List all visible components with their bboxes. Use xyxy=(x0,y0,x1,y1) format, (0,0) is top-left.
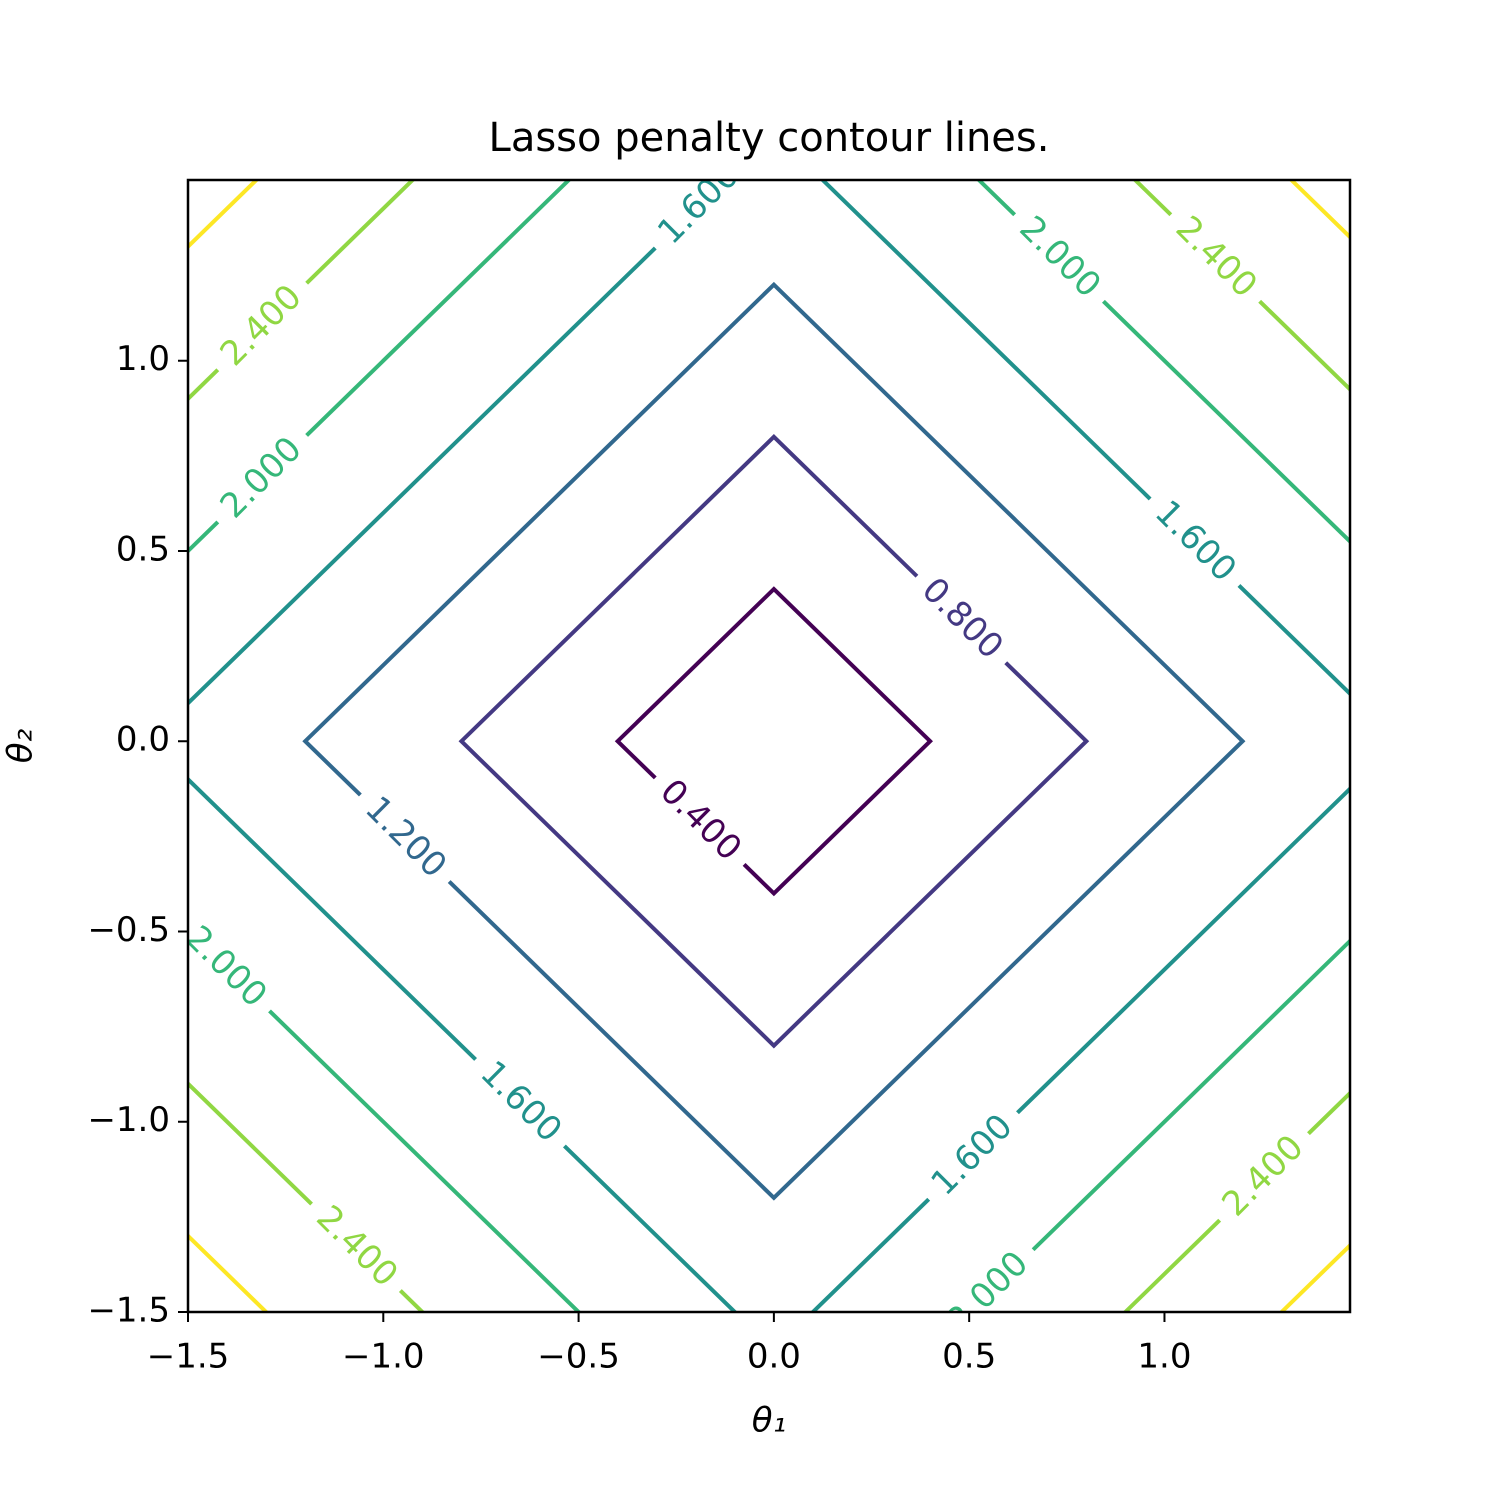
x-axis-label: θ₁ xyxy=(752,1401,786,1441)
contour-label: 2.400 xyxy=(213,277,310,374)
label-gap xyxy=(643,764,757,878)
label-gap xyxy=(205,269,319,384)
y-tick-label: 0.0 xyxy=(116,720,170,760)
label-gap xyxy=(643,180,757,262)
label-gap xyxy=(299,1190,413,1304)
y-tick-label: −1.5 xyxy=(87,1291,170,1331)
label-gap xyxy=(932,1236,1046,1312)
label-gap xyxy=(348,781,462,895)
label-gap xyxy=(1137,485,1252,599)
label-gap xyxy=(1002,201,1116,315)
contour-label: 2.000 xyxy=(178,918,275,1015)
contour-label: 1.600 xyxy=(923,1106,1020,1203)
contour-label: 1.600 xyxy=(473,1053,570,1150)
x-tick-label: −0.5 xyxy=(537,1337,620,1377)
contour-label: 2.000 xyxy=(1012,208,1109,305)
contour-label: 0.400 xyxy=(652,772,749,869)
label-gap xyxy=(904,562,1018,677)
x-tick-label: 0.5 xyxy=(942,1337,996,1377)
y-axis-label: θ₂ xyxy=(1,728,41,763)
contour-label: 2.000 xyxy=(939,1243,1036,1340)
contour-label: 2.400 xyxy=(308,1198,405,1295)
label-gap xyxy=(1207,1120,1321,1234)
label-gap xyxy=(916,1099,1030,1213)
contour-line xyxy=(614,586,933,897)
contour-line xyxy=(302,281,1246,1201)
y-tick-label: −0.5 xyxy=(87,910,170,950)
x-tick-label: −1.0 xyxy=(342,1337,425,1377)
contour-label: 2.000 xyxy=(213,429,310,526)
contour-label: 1.600 xyxy=(650,155,747,252)
chart-title: Lasso penalty contour lines. xyxy=(489,115,1050,161)
label-gap xyxy=(188,911,282,1025)
y-tick-label: 0.5 xyxy=(116,529,170,569)
contour-line xyxy=(458,434,1090,1049)
x-tick-label: 1.0 xyxy=(1137,1337,1191,1377)
label-gap xyxy=(205,422,319,536)
y-tick-label: 1.0 xyxy=(116,339,170,379)
contour-line xyxy=(188,180,1350,1312)
contour-label: 1.600 xyxy=(1147,493,1244,590)
contour-label: 2.400 xyxy=(1168,208,1265,305)
contour-label: 1.200 xyxy=(357,789,454,886)
contour-label: 0.800 xyxy=(914,570,1011,667)
axes-frame xyxy=(186,178,1352,1314)
x-tick-label: 0.0 xyxy=(747,1337,801,1377)
contour-label: 2.400 xyxy=(1214,1127,1311,1224)
label-gap xyxy=(1158,201,1272,315)
y-tick-label: −1.0 xyxy=(87,1100,170,1140)
label-gap xyxy=(463,1046,577,1160)
x-tick-label: −1.5 xyxy=(147,1337,230,1377)
